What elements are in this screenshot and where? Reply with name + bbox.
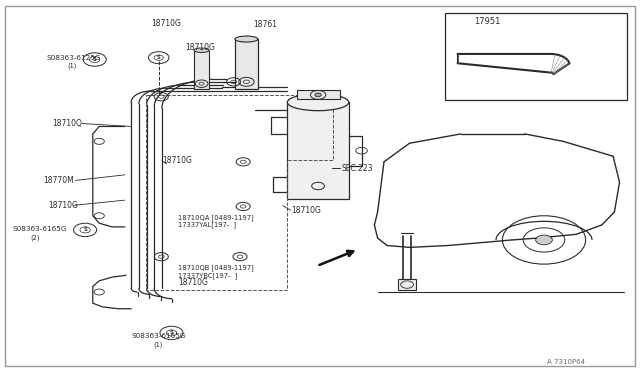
Bar [296,90,340,99]
Text: (1): (1) [67,63,77,70]
Text: 18710G: 18710G [186,43,216,52]
Text: S08363-6125G: S08363-6125G [46,55,100,61]
Circle shape [315,93,321,97]
Text: 18710G: 18710G [49,201,79,210]
Bar [287,102,349,199]
Text: 17337YAL[197-  ]: 17337YAL[197- ] [178,222,236,228]
Text: S08363-6165G: S08363-6165G [13,226,67,232]
Text: S: S [170,330,173,335]
Ellipse shape [235,36,258,42]
Text: (1): (1) [154,341,163,348]
Text: S08363-6165G: S08363-6165G [131,333,186,339]
Text: (2): (2) [31,234,40,241]
Text: 18710G: 18710G [178,278,208,287]
Text: 18710G: 18710G [163,156,193,165]
Bar [445,13,627,100]
Text: 17951: 17951 [474,17,500,26]
Text: S: S [157,55,161,60]
Text: 18710QB [0489-1197]: 18710QB [0489-1197] [178,264,253,271]
Text: 18770M: 18770M [44,176,74,185]
Ellipse shape [287,94,349,111]
Text: 18761: 18761 [253,20,277,29]
Text: 18710G: 18710G [152,19,182,28]
Bar [194,50,209,89]
Text: 18710G: 18710G [291,206,321,215]
Bar [235,39,258,89]
Text: 18710Q: 18710Q [52,119,83,128]
Text: 18710QA [0489-1197]: 18710QA [0489-1197] [178,214,253,221]
Text: S: S [83,227,87,232]
Bar [398,279,416,290]
Ellipse shape [194,48,209,52]
Text: A 7310P64: A 7310P64 [547,359,585,365]
Text: S: S [93,57,97,62]
Text: 17337YBC[197-  ]: 17337YBC[197- ] [178,272,237,279]
Text: SEC.223: SEC.223 [342,164,373,173]
Circle shape [536,235,552,245]
